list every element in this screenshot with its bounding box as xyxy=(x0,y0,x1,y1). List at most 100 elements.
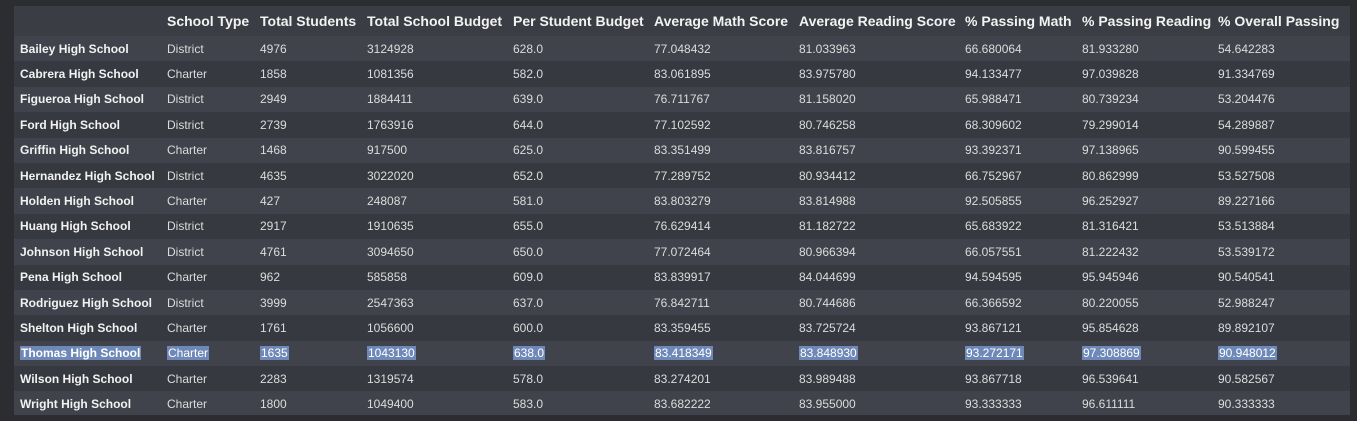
selected-text: 93.272171 xyxy=(965,346,1024,361)
row-index-cell: Thomas High School xyxy=(14,340,161,367)
column-header: Average Math Score xyxy=(648,6,793,36)
table-cell: 97.138965 xyxy=(1076,137,1212,163)
table-cell: 94.594595 xyxy=(959,264,1076,290)
table-row[interactable]: Wilson High School Charter 2283 1319574 578.… xyxy=(14,366,1350,392)
table-cell: 53.204476 xyxy=(1212,86,1350,113)
table-row[interactable]: Griffin High School Charter 1468 917500 625.… xyxy=(14,137,1350,163)
table-row[interactable]: Shelton High School Charter 1761 1056600 600… xyxy=(14,315,1350,341)
table-cell: 52.988247 xyxy=(1212,289,1350,316)
table-row[interactable]: Huang High School District 2917 1910635 655.… xyxy=(14,213,1350,240)
column-header: Total Students xyxy=(254,6,361,36)
table-cell: 83.816757 xyxy=(793,137,959,163)
table-cell: 652.0 xyxy=(507,162,648,189)
table-cell: 95.854628 xyxy=(1076,315,1212,341)
table-cell: District xyxy=(161,86,254,113)
school-summary-table: School Type Total Students Total School Bu… xyxy=(14,6,1350,415)
table-cell: 637.0 xyxy=(507,289,648,316)
table-cell: 83.061895 xyxy=(648,61,793,87)
table-cell: 89.892107 xyxy=(1212,315,1350,341)
column-header: % Passing Math xyxy=(959,6,1076,36)
table-cell: 93.867718 xyxy=(959,366,1076,392)
table-cell: 90.599455 xyxy=(1212,137,1350,163)
table-row[interactable]: Johnson High School District 4761 3094650 65… xyxy=(14,239,1350,265)
table-cell: Charter xyxy=(161,264,254,290)
table-cell: 80.934412 xyxy=(793,162,959,189)
table-row[interactable]: Bailey High School District 4976 3124928 628… xyxy=(14,36,1350,62)
row-index-cell: Johnson High School xyxy=(14,239,161,265)
table-cell: 2739 xyxy=(254,112,361,138)
table-row[interactable]: Cabrera High School Charter 1858 1081356 582… xyxy=(14,61,1350,87)
table-cell: 917500 xyxy=(361,137,507,163)
table-cell: 80.744686 xyxy=(793,289,959,316)
table-cell: 2283 xyxy=(254,366,361,392)
table-row[interactable]: Holden High School Charter 427 248087 581.0 8… xyxy=(14,188,1350,214)
table-row[interactable]: Rodriguez High School District 3999 2547363… xyxy=(14,289,1350,316)
row-index-cell: Ford High School xyxy=(14,112,161,138)
table-cell: 93.867121 xyxy=(959,315,1076,341)
table-row[interactable]: Wright High School Charter 1800 1049400 583.… xyxy=(14,391,1350,415)
table-cell: 83.803279 xyxy=(648,188,793,214)
table-cell: 650.0 xyxy=(507,239,648,265)
table-cell: 578.0 xyxy=(507,366,648,392)
table-cell: 94.133477 xyxy=(959,61,1076,87)
table-cell: 83.839917 xyxy=(648,264,793,290)
table-row[interactable]: Hernandez High School District 4635 3022020… xyxy=(14,162,1350,189)
table-cell: 80.220055 xyxy=(1076,289,1212,316)
table-cell: 3022020 xyxy=(361,162,507,189)
dataframe-output: School Type Total Students Total School Bu… xyxy=(14,6,1350,415)
table-cell: 90.540541 xyxy=(1212,264,1350,290)
table-cell: District xyxy=(161,213,254,240)
table-cell: 1858 xyxy=(254,61,361,87)
table-cell: 91.334769 xyxy=(1212,61,1350,87)
row-index-cell: Holden High School xyxy=(14,188,161,214)
table-cell: 2547363 xyxy=(361,289,507,316)
table-cell: 93.392371 xyxy=(959,137,1076,163)
table-cell: 76.629414 xyxy=(648,213,793,240)
table-cell: 3124928 xyxy=(361,36,507,62)
table-cell: 1761 xyxy=(254,315,361,341)
table-row[interactable]: Ford High School District 2739 1763916 644.0… xyxy=(14,112,1350,138)
table-cell: 76.842711 xyxy=(648,289,793,316)
table-cell: 97.308869 xyxy=(1076,340,1212,367)
table-cell: 644.0 xyxy=(507,112,648,138)
table-cell: 80.739234 xyxy=(1076,86,1212,113)
selected-text: 97.308869 xyxy=(1082,346,1141,361)
table-cell: 1043130 xyxy=(361,340,507,367)
table-cell: 4761 xyxy=(254,239,361,265)
selected-text: 1043130 xyxy=(367,346,416,361)
selected-text: 90.948012 xyxy=(1218,346,1277,361)
table-cell: District xyxy=(161,112,254,138)
table-row[interactable]: Thomas High School Charter 1635 1043130 638.… xyxy=(14,340,1350,367)
table-cell: 96.539641 xyxy=(1076,366,1212,392)
table-cell: 1056600 xyxy=(361,315,507,341)
table-cell: 248087 xyxy=(361,188,507,214)
row-index-cell: Figueroa High School xyxy=(14,86,161,113)
table-cell: 65.988471 xyxy=(959,86,1076,113)
selected-text: Thomas High School xyxy=(20,346,142,361)
table-row[interactable]: Figueroa High School District 2949 1884411 6… xyxy=(14,86,1350,113)
table-cell: 1800 xyxy=(254,391,361,415)
column-header: % Overall Passing xyxy=(1212,6,1350,36)
table-cell: 639.0 xyxy=(507,86,648,113)
table-cell: 625.0 xyxy=(507,137,648,163)
table-cell: 92.505855 xyxy=(959,188,1076,214)
table-header-row: School Type Total Students Total School Bu… xyxy=(14,6,1350,36)
table-cell: Charter xyxy=(161,366,254,392)
table-cell: 68.309602 xyxy=(959,112,1076,138)
index-header xyxy=(14,6,161,36)
table-cell: 77.289752 xyxy=(648,162,793,189)
table-row[interactable]: Pena High School Charter 962 585858 609.0 83.… xyxy=(14,264,1350,290)
table-cell: 66.680064 xyxy=(959,36,1076,62)
table-cell: 83.975780 xyxy=(793,61,959,87)
table-cell: 4635 xyxy=(254,162,361,189)
table-cell: 83.955000 xyxy=(793,391,959,415)
table-cell: 89.227166 xyxy=(1212,188,1350,214)
table-cell: 53.527508 xyxy=(1212,162,1350,189)
table-cell: 76.711767 xyxy=(648,86,793,113)
table-cell: Charter xyxy=(161,137,254,163)
row-index-cell: Bailey High School xyxy=(14,36,161,62)
table-cell: 53.539172 xyxy=(1212,239,1350,265)
table-cell: 962 xyxy=(254,264,361,290)
column-header: Average Reading Score xyxy=(793,6,959,36)
row-index-cell: Cabrera High School xyxy=(14,61,161,87)
